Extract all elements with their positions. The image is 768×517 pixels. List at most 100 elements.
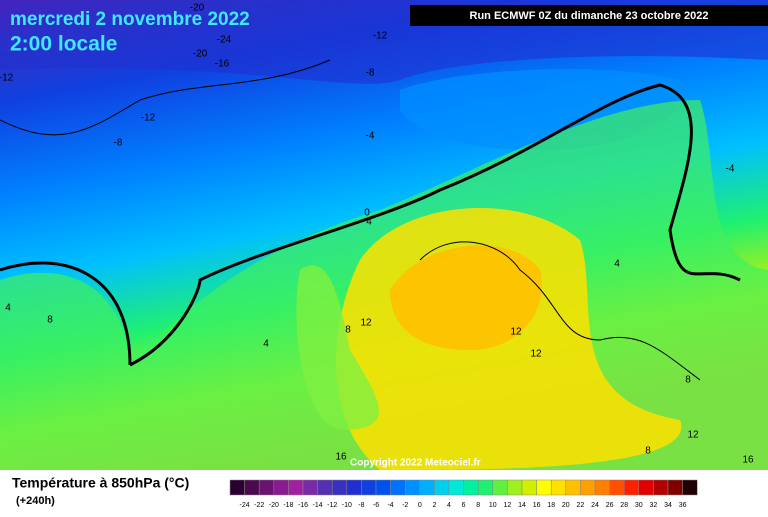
- color-swatch: [229, 479, 245, 496]
- color-swatch: [594, 479, 610, 496]
- color-swatch: [638, 479, 654, 496]
- colorbar-label: 20: [562, 502, 570, 509]
- colorbar-label: -18: [283, 502, 293, 509]
- color-swatch: [361, 479, 377, 496]
- contour-label: 12: [360, 318, 372, 329]
- contour-label: 12: [530, 349, 542, 360]
- contour-label: 4: [614, 259, 620, 270]
- color-swatch: [521, 479, 537, 496]
- contour-label: -24: [217, 35, 232, 46]
- color-swatch: [317, 479, 333, 496]
- color-swatch: [258, 479, 275, 496]
- color-swatch: [536, 479, 552, 496]
- colorbar-label: -8: [358, 502, 364, 509]
- legend-title: Température à 850hPa (°C): [12, 475, 189, 491]
- copyright: Copyright 2022 Meteociel.fr: [350, 458, 481, 469]
- contour-label: -12: [0, 73, 14, 84]
- color-swatch: [580, 479, 596, 496]
- contour-label: 12: [687, 430, 699, 441]
- color-swatch: [404, 479, 421, 496]
- contour-label: -8: [366, 68, 375, 79]
- color-swatch: [463, 479, 479, 496]
- color-swatch: [375, 479, 391, 496]
- color-swatch: [492, 479, 508, 496]
- color-swatch: [346, 479, 362, 496]
- contour-label: 8: [645, 446, 651, 457]
- colorbar-label: 16: [533, 502, 541, 509]
- colorbar-label: 14: [518, 502, 526, 509]
- mild-area: [296, 265, 379, 430]
- contour-label: 8: [47, 315, 53, 326]
- zero-isotherm: [0, 261, 132, 366]
- color-swatch: [477, 479, 494, 496]
- colorbar-label: 22: [577, 502, 585, 509]
- color-swatch: [273, 479, 289, 496]
- title: mercredi 2 novembre 2022: [10, 9, 250, 30]
- colorbar-label: 4: [447, 502, 451, 509]
- legend-lead: (+240h): [16, 495, 55, 507]
- color-swatch: [667, 479, 683, 496]
- colorbar-label: 36: [679, 502, 687, 509]
- colorbar-label: -6: [373, 502, 379, 509]
- color-swatch: [288, 479, 304, 496]
- contour-label: 16: [742, 455, 754, 466]
- colorbar-label: 28: [620, 502, 628, 509]
- colorbar-label: 24: [591, 502, 599, 509]
- contour-label: 12: [510, 327, 522, 338]
- contour-label: -16: [215, 59, 230, 70]
- contour-label: 4: [263, 339, 269, 350]
- coastline: [419, 241, 701, 381]
- contour-label: -4: [726, 164, 735, 175]
- color-swatch: [507, 479, 523, 496]
- subtitle: 2:00 locale: [10, 33, 117, 56]
- color-swatch: [609, 479, 625, 496]
- contour-label: 4: [5, 303, 11, 314]
- contour-label: -20: [190, 3, 205, 14]
- color-swatch: [244, 479, 260, 496]
- color-swatch: [550, 479, 567, 496]
- color-swatch: [434, 479, 450, 496]
- color-swatch: [390, 479, 406, 496]
- colorbar-label: -16: [298, 502, 308, 509]
- zero-isotherm: [129, 83, 741, 367]
- colorbar-label: 2: [432, 502, 436, 509]
- colorbar-label: -12: [327, 502, 337, 509]
- contour-label: 8: [345, 325, 351, 336]
- color-swatch: [565, 479, 581, 496]
- contour-label: -20: [193, 49, 208, 60]
- colorbar-label: 18: [547, 502, 555, 509]
- colorbar-label: 6: [462, 502, 466, 509]
- color-swatch: [302, 479, 318, 496]
- contour-label: -12: [141, 113, 156, 124]
- coastline: [0, 59, 331, 136]
- warm-area: [390, 245, 542, 350]
- contour-label: -12: [373, 31, 388, 42]
- contour-label: -8: [114, 138, 123, 149]
- contour-label: 8: [685, 375, 691, 386]
- contour-label: 4: [366, 217, 372, 228]
- colorbar-label: 8: [476, 502, 480, 509]
- colorbar-label: 12: [504, 502, 512, 509]
- colorbar-label: -24: [240, 502, 250, 509]
- colorbar-label: -2: [402, 502, 408, 509]
- colorbar-label: 34: [664, 502, 672, 509]
- color-swatch: [331, 479, 348, 496]
- color-swatch: [448, 479, 464, 496]
- colorbar-label: -14: [313, 502, 323, 509]
- colorbar-label: -10: [342, 502, 352, 509]
- colorbar-label: 32: [650, 502, 658, 509]
- color-swatch: [682, 479, 698, 496]
- run-info: Run ECMWF 0Z du dimanche 23 octobre 2022: [470, 10, 709, 22]
- colorbar-label: 30: [635, 502, 643, 509]
- contour-label: 16: [335, 452, 347, 463]
- colorbar-label: -22: [254, 502, 264, 509]
- contour-label: 0: [364, 208, 370, 219]
- colorbar-label: 0: [418, 502, 422, 509]
- colorbar-label: -20: [269, 502, 279, 509]
- contour-label: -4: [366, 131, 375, 142]
- colorbar-label: 26: [606, 502, 614, 509]
- color-swatch: [419, 479, 435, 496]
- color-swatch: [623, 479, 640, 496]
- color-swatch: [653, 479, 669, 496]
